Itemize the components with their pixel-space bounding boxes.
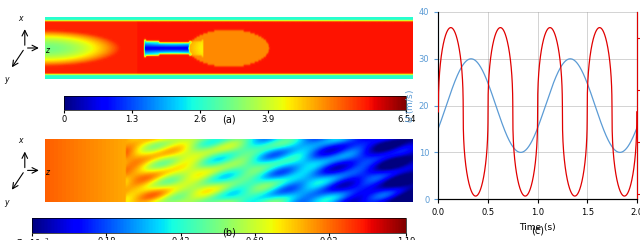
Text: (a): (a) — [222, 115, 236, 125]
X-axis label: Time (s): Time (s) — [519, 223, 556, 232]
Text: z: z — [45, 168, 49, 177]
Y-axis label: $U$ (m/s): $U$ (m/s) — [404, 89, 416, 123]
Text: y: y — [4, 198, 9, 207]
Text: x: x — [18, 136, 22, 145]
Text: z: z — [45, 46, 49, 55]
Text: (c): (c) — [531, 225, 544, 235]
Text: x: x — [18, 14, 22, 23]
Text: y: y — [4, 75, 9, 84]
Text: (b): (b) — [222, 228, 236, 238]
